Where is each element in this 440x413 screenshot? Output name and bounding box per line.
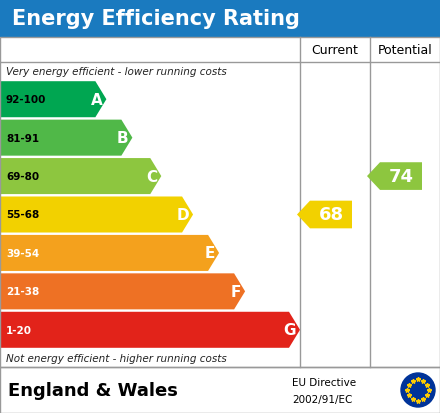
Polygon shape (0, 312, 300, 348)
Text: 68: 68 (319, 206, 344, 224)
Text: 21-38: 21-38 (6, 287, 39, 297)
Polygon shape (0, 274, 245, 310)
Text: C: C (146, 169, 157, 184)
Text: Current: Current (312, 44, 359, 57)
Text: 55-68: 55-68 (6, 210, 39, 220)
Text: Not energy efficient - higher running costs: Not energy efficient - higher running co… (6, 353, 227, 363)
Polygon shape (0, 159, 161, 195)
Polygon shape (0, 82, 106, 118)
Polygon shape (297, 201, 352, 229)
Text: EU Directive: EU Directive (292, 377, 356, 387)
Text: Energy Efficiency Rating: Energy Efficiency Rating (12, 9, 300, 29)
Polygon shape (0, 120, 132, 156)
Text: England & Wales: England & Wales (8, 381, 178, 399)
Text: 74: 74 (389, 168, 414, 185)
Text: A: A (91, 93, 103, 107)
Bar (0, 367, 440, 413)
Text: G: G (283, 323, 296, 337)
Text: F: F (231, 284, 241, 299)
Polygon shape (0, 197, 193, 233)
Text: Potential: Potential (378, 44, 433, 57)
Text: 81-91: 81-91 (6, 133, 39, 143)
Text: B: B (117, 131, 128, 146)
Bar (0, 38, 440, 367)
Text: 92-100: 92-100 (6, 95, 46, 105)
Text: Very energy efficient - lower running costs: Very energy efficient - lower running co… (6, 67, 227, 77)
Circle shape (401, 373, 435, 407)
Text: 69-80: 69-80 (6, 172, 39, 182)
Text: 1-20: 1-20 (6, 325, 32, 335)
Text: D: D (176, 207, 189, 223)
Text: E: E (205, 246, 215, 261)
Text: 39-54: 39-54 (6, 248, 39, 258)
Bar (0, 367, 440, 413)
Bar (0, 0, 440, 38)
Text: 2002/91/EC: 2002/91/EC (292, 394, 352, 404)
Polygon shape (0, 235, 219, 271)
Polygon shape (367, 163, 422, 190)
